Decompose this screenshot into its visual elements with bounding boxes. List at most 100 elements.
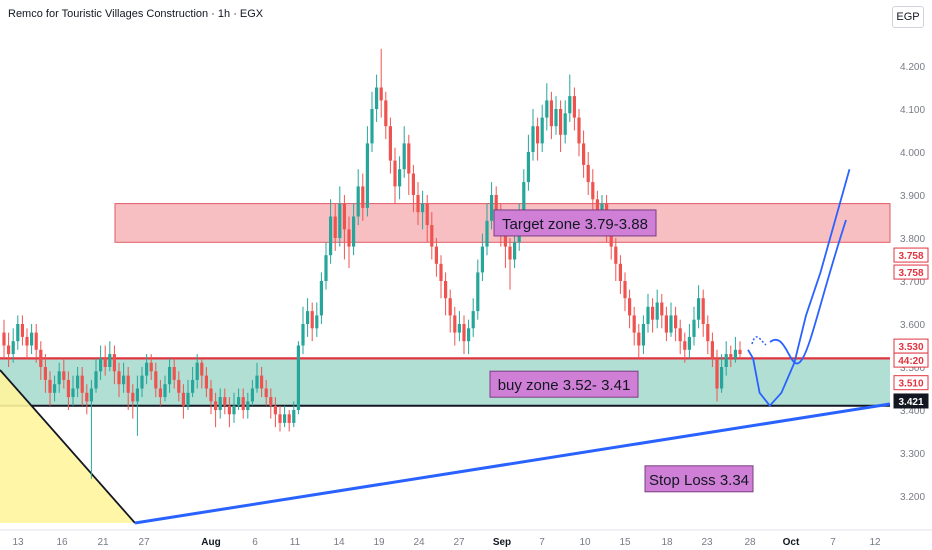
candle-body [338,203,342,238]
x-tick-label: 15 [619,537,631,548]
candle-body [480,246,484,273]
candle-body [407,143,411,174]
candle [457,311,461,342]
candle [628,289,632,329]
candle [296,341,300,415]
x-tick-label: Aug [201,537,220,548]
candle [126,367,130,410]
candle-body [733,349,737,359]
price-label-text: 44:20 [898,356,924,367]
candle-body [264,388,268,398]
axis-layer: 4.200 4.100 4.000 3.900 3.800 3.700 3.600 3.500… [0,62,932,548]
candle-body [16,324,20,342]
candle-body [71,388,75,398]
candle-body [186,392,190,406]
candle-body [140,375,144,389]
candle [651,298,655,333]
candle [720,354,724,393]
candle-body [209,388,213,402]
candle [724,341,728,376]
candle-body [283,414,287,423]
forecast-path-2 [769,219,847,365]
candle [287,410,291,432]
candle [591,169,595,213]
candle [425,195,429,243]
candle [582,130,586,178]
candle [540,104,544,152]
candle [319,272,323,324]
x-tick-label: 24 [413,537,425,548]
candle [57,362,61,393]
candle-body [269,397,273,406]
candle-body [347,229,351,247]
candle [149,354,153,380]
candle-body [375,87,379,109]
candle-body [241,397,245,410]
candle [669,302,673,337]
candle [572,87,576,131]
x-tick-label: 13 [12,537,24,548]
candle [306,298,310,337]
candle [545,83,549,131]
candle [687,324,691,359]
candle [195,354,199,389]
candle-body [710,341,714,359]
candle-body [126,375,130,393]
y-tick-label: 3.700 [900,277,925,288]
candle [674,306,678,342]
candle [444,272,448,316]
candle-body [223,397,227,406]
candle-body [467,328,471,342]
candle [140,367,144,398]
candle [7,332,11,367]
candle [398,156,402,200]
candle [310,302,314,342]
candle-body [720,367,724,389]
price-label-text: 3.758 [898,251,923,262]
candle-body [163,384,167,398]
candle [361,173,365,221]
candle-body [457,324,461,333]
candle [85,384,89,415]
candle [563,100,567,144]
candle-body [66,379,70,398]
candle-body [416,195,420,213]
candle-body [549,100,553,127]
candle [471,298,475,337]
candle-body [425,203,429,226]
candle [421,190,425,230]
currency-button[interactable]: EGP [892,6,924,28]
candle [39,341,43,380]
candle [710,332,714,367]
price-label-text: 3.530 [898,342,923,353]
candle-body [513,242,517,260]
candle [30,324,34,355]
candle-body [678,328,682,342]
candle-body [683,341,687,350]
candle-body [444,281,448,299]
y-tick-label: 3.600 [900,320,925,331]
candle-body [214,401,218,410]
x-tick-label: 11 [290,537,301,548]
candle-body [439,263,443,281]
candle-body [531,126,535,152]
candle-body [421,203,425,213]
candle [586,152,590,195]
candle-body [559,109,563,135]
candle-body [34,332,38,350]
diagonal-line [0,369,136,524]
candle-body [53,384,57,393]
x-tick-label: 16 [56,537,68,548]
candle [637,324,641,359]
candle-body [614,246,618,264]
candle-body [39,349,43,367]
candle [490,182,494,230]
candle-body [30,332,34,346]
candle [324,242,328,290]
candle [255,362,259,393]
candle-body [729,354,733,359]
candle [135,375,139,436]
candle-body [402,143,406,170]
